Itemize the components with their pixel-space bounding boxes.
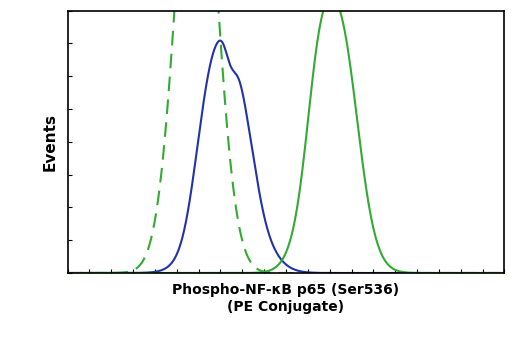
X-axis label: Phospho-NF-κB p65 (Ser536)
(PE Conjugate): Phospho-NF-κB p65 (Ser536) (PE Conjugate…	[173, 284, 399, 314]
Y-axis label: Events: Events	[42, 113, 57, 171]
